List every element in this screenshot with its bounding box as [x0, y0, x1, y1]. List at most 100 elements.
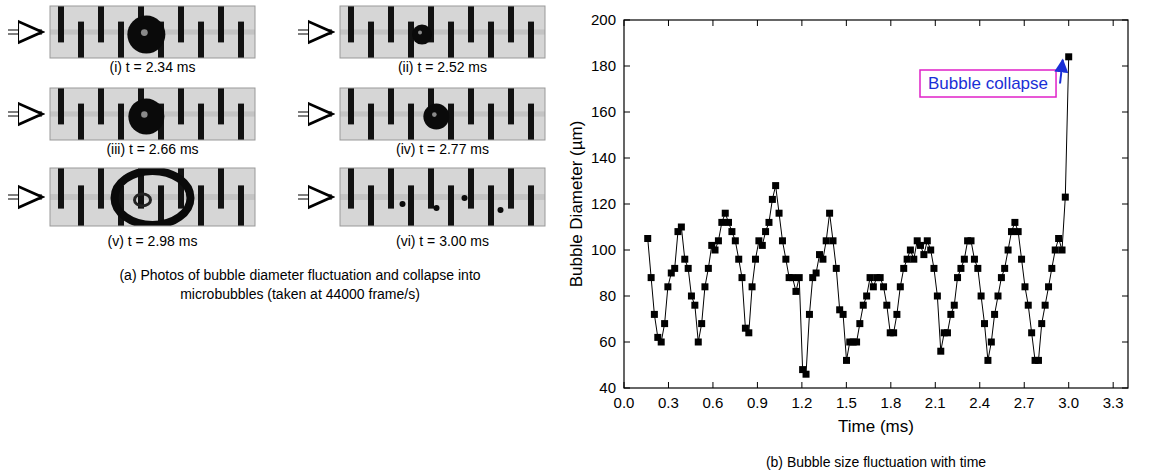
- data-point: [1045, 283, 1052, 290]
- photo-frame: [8, 168, 255, 226]
- electrode: [528, 104, 534, 140]
- data-point: [745, 329, 752, 336]
- electrode: [408, 104, 414, 140]
- data-point: [678, 224, 685, 231]
- data-point: [1035, 357, 1042, 364]
- electrode: [78, 104, 84, 140]
- flow-arrow: [298, 113, 332, 116]
- data-point: [924, 237, 931, 244]
- electrode: [428, 168, 434, 209]
- data-point: [907, 247, 914, 254]
- x-tick: [801, 20, 802, 26]
- data-point: [944, 329, 951, 336]
- x-tick: [890, 20, 891, 26]
- data-point: [749, 283, 756, 290]
- data-point: [671, 265, 678, 272]
- data-point: [904, 256, 911, 263]
- x-tick-label: 1.5: [836, 394, 857, 411]
- electrode: [448, 22, 454, 58]
- data-point: [853, 339, 860, 346]
- data-point: [651, 311, 658, 318]
- data-point: [954, 274, 961, 281]
- y-tick: [624, 296, 630, 297]
- data-point: [776, 210, 783, 217]
- data-point: [968, 237, 975, 244]
- data-point: [978, 293, 985, 300]
- electrode: [78, 185, 84, 226]
- data-point: [664, 283, 671, 290]
- data-point: [688, 293, 695, 300]
- data-point: [681, 256, 688, 263]
- x-tick: [712, 382, 713, 388]
- y-tick: [1122, 20, 1128, 21]
- data-point: [930, 265, 937, 272]
- electrode: [468, 88, 474, 124]
- data-point: [1021, 283, 1028, 290]
- electrode: [368, 185, 374, 226]
- electrode: [58, 6, 64, 42]
- data-point: [863, 293, 870, 300]
- data-point: [988, 339, 995, 346]
- data-point: [779, 237, 786, 244]
- data-point: [934, 293, 941, 300]
- data-point: [994, 293, 1001, 300]
- data-point: [937, 348, 944, 355]
- electrode: [408, 185, 414, 226]
- data-point: [701, 283, 708, 290]
- electrode: [528, 22, 534, 58]
- electrode: [508, 6, 514, 42]
- data-point: [661, 320, 668, 327]
- bubble-highlight: [418, 31, 422, 35]
- data-point: [648, 274, 655, 281]
- x-tick: [890, 382, 891, 388]
- electrode: [388, 168, 394, 209]
- photo-label: (i) t = 2.34 ms: [110, 59, 196, 75]
- x-tick: [1113, 382, 1114, 388]
- data-point: [981, 320, 988, 327]
- data-point: [1065, 53, 1072, 60]
- photo-border: [340, 168, 545, 226]
- y-tick-label: 100: [591, 241, 616, 258]
- bubble: [423, 104, 449, 130]
- x-tick-label: 1.8: [880, 394, 901, 411]
- data-point: [728, 228, 735, 235]
- photo-frame: [8, 6, 255, 58]
- data-point: [813, 270, 820, 277]
- x-tick-label: 1.2: [791, 394, 812, 411]
- electrode: [238, 22, 244, 58]
- x-tick: [979, 382, 980, 388]
- electrode: [178, 88, 184, 124]
- annotation-arrow: [1060, 60, 1063, 84]
- data-point: [819, 256, 826, 263]
- data-point: [991, 311, 998, 318]
- y-tick: [624, 158, 630, 159]
- y-tick: [1122, 204, 1128, 205]
- y-tick: [624, 250, 630, 251]
- data-point: [870, 283, 877, 290]
- photo-background: [50, 168, 255, 226]
- flow-arrow: [8, 113, 42, 116]
- electrode: [218, 88, 224, 124]
- x-tick: [1024, 382, 1025, 388]
- photo-frame: [8, 88, 255, 140]
- photo-background: [340, 168, 545, 226]
- photo-content: [340, 6, 545, 58]
- x-tick: [1113, 20, 1114, 26]
- annotation-text: Bubble collapse: [928, 74, 1048, 93]
- electrode: [508, 88, 514, 124]
- data-point: [971, 256, 978, 263]
- y-tick-label: 80: [599, 287, 616, 304]
- y-tick: [1122, 112, 1128, 113]
- y-tick: [624, 342, 630, 343]
- electrode: [488, 104, 494, 140]
- photo-label: (ii) t = 2.52 ms: [398, 59, 487, 75]
- data-point: [860, 302, 867, 309]
- y-tick: [1122, 158, 1128, 159]
- data-point: [712, 247, 719, 254]
- microbubble: [434, 205, 440, 211]
- photo-label: (iii) t = 2.66 ms: [106, 141, 198, 157]
- microbubble: [400, 201, 406, 207]
- annotation-box: [920, 70, 1056, 97]
- photo-content: [50, 168, 255, 226]
- data-point: [1038, 320, 1045, 327]
